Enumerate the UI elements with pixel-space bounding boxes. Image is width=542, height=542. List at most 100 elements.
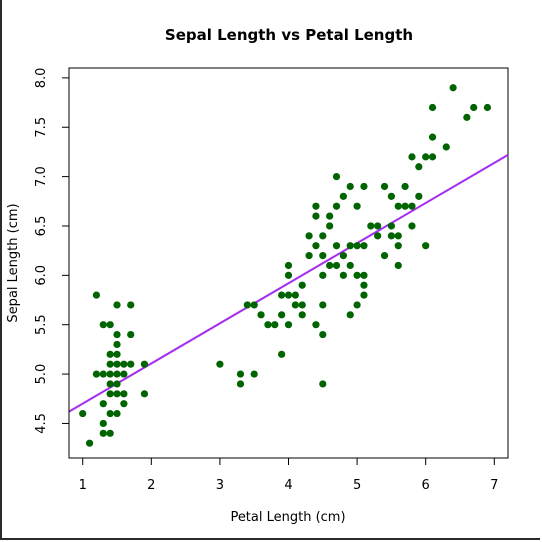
data-point: [360, 291, 368, 299]
data-point: [278, 291, 286, 299]
y-tick-label: 7.0: [34, 166, 49, 187]
data-point: [387, 192, 395, 200]
y-tick-label: 5.0: [34, 364, 49, 385]
x-tick-label: 3: [216, 478, 224, 493]
data-point: [243, 301, 251, 309]
data-point: [106, 429, 114, 437]
data-point: [305, 232, 313, 240]
data-point: [463, 113, 471, 121]
data-point: [284, 261, 293, 270]
data-point: [319, 251, 327, 260]
data-point: [380, 251, 389, 260]
x-tick-label: 7: [490, 478, 498, 493]
data-point: [360, 281, 368, 289]
x-axis-label: Petal Length (cm): [230, 510, 345, 525]
data-point: [106, 409, 114, 418]
data-point: [408, 222, 416, 230]
data-point: [470, 103, 478, 112]
data-point: [380, 182, 389, 191]
data-point: [298, 311, 306, 319]
data-point: [360, 242, 368, 250]
data-point: [250, 370, 258, 378]
data-point: [106, 390, 114, 398]
data-point: [353, 301, 361, 309]
data-point: [113, 370, 121, 378]
data-point: [92, 370, 101, 378]
data-point: [113, 390, 121, 398]
data-point: [374, 222, 382, 230]
data-point: [360, 182, 368, 191]
x-axis: 1 2 3 4 5 6 7: [79, 457, 498, 493]
data-point: [387, 222, 395, 230]
data-point: [346, 261, 354, 270]
data-point: [291, 301, 299, 309]
data-point: [422, 153, 430, 161]
data-point: [85, 439, 94, 447]
data-point: [346, 311, 354, 319]
data-point: [140, 360, 149, 368]
data-point: [353, 242, 361, 250]
data-point: [394, 232, 402, 240]
data-point: [326, 261, 334, 270]
x-tick-label: 1: [79, 478, 87, 493]
data-point: [346, 182, 354, 191]
data-point: [284, 291, 293, 299]
data-point: [113, 340, 121, 349]
data-point: [298, 301, 306, 309]
data-point: [326, 222, 334, 230]
data-point: [236, 370, 245, 378]
y-axis-label: Sepal Length (cm): [6, 203, 21, 322]
data-point: [401, 182, 409, 191]
data-point: [428, 103, 437, 112]
data-point: [305, 251, 313, 260]
data-point: [449, 84, 457, 92]
data-point: [113, 301, 121, 309]
data-point: [127, 360, 135, 368]
data-point: [106, 380, 114, 388]
data-point: [312, 242, 320, 250]
data-point: [374, 232, 382, 240]
data-point: [394, 261, 402, 270]
data-point: [140, 390, 149, 398]
data-point: [353, 202, 361, 210]
data-point: [278, 350, 286, 358]
data-point: [113, 409, 121, 418]
data-point: [271, 321, 279, 329]
data-point: [120, 400, 128, 408]
data-point: [428, 153, 437, 161]
y-tick-label: 7.5: [34, 117, 49, 138]
y-axis: 4.5 5.0 5.5 6.0 6.5 7.0 7.5 8.0: [34, 68, 70, 434]
chart-title: Sepal Length vs Petal Length: [165, 26, 413, 44]
data-point: [319, 271, 327, 279]
data-point: [250, 301, 258, 309]
regression-line: [68, 154, 509, 413]
data-point: [415, 163, 423, 171]
data-point: [319, 301, 327, 309]
data-point: [257, 311, 265, 319]
data-point: [113, 350, 121, 358]
data-point: [99, 419, 107, 428]
regression-line-layer: [68, 154, 509, 413]
data-point: [92, 291, 101, 299]
data-point: [319, 380, 327, 388]
data-point: [284, 321, 293, 329]
data-point: [401, 202, 409, 210]
data-point: [99, 429, 107, 437]
data-point: [442, 143, 450, 151]
data-point: [127, 330, 135, 339]
data-point: [236, 380, 245, 388]
data-point: [346, 242, 354, 250]
data-point: [408, 202, 416, 210]
y-tick-label: 4.5: [34, 413, 49, 434]
data-point: [332, 173, 341, 181]
y-tick-label: 5.5: [34, 314, 49, 335]
data-point: [120, 370, 128, 378]
data-point: [216, 360, 224, 368]
data-point: [422, 242, 430, 250]
data-point: [113, 330, 121, 339]
data-point: [120, 360, 128, 368]
data-point: [319, 232, 327, 240]
y-tick-label: 6.0: [34, 265, 49, 286]
data-point: [291, 291, 299, 299]
